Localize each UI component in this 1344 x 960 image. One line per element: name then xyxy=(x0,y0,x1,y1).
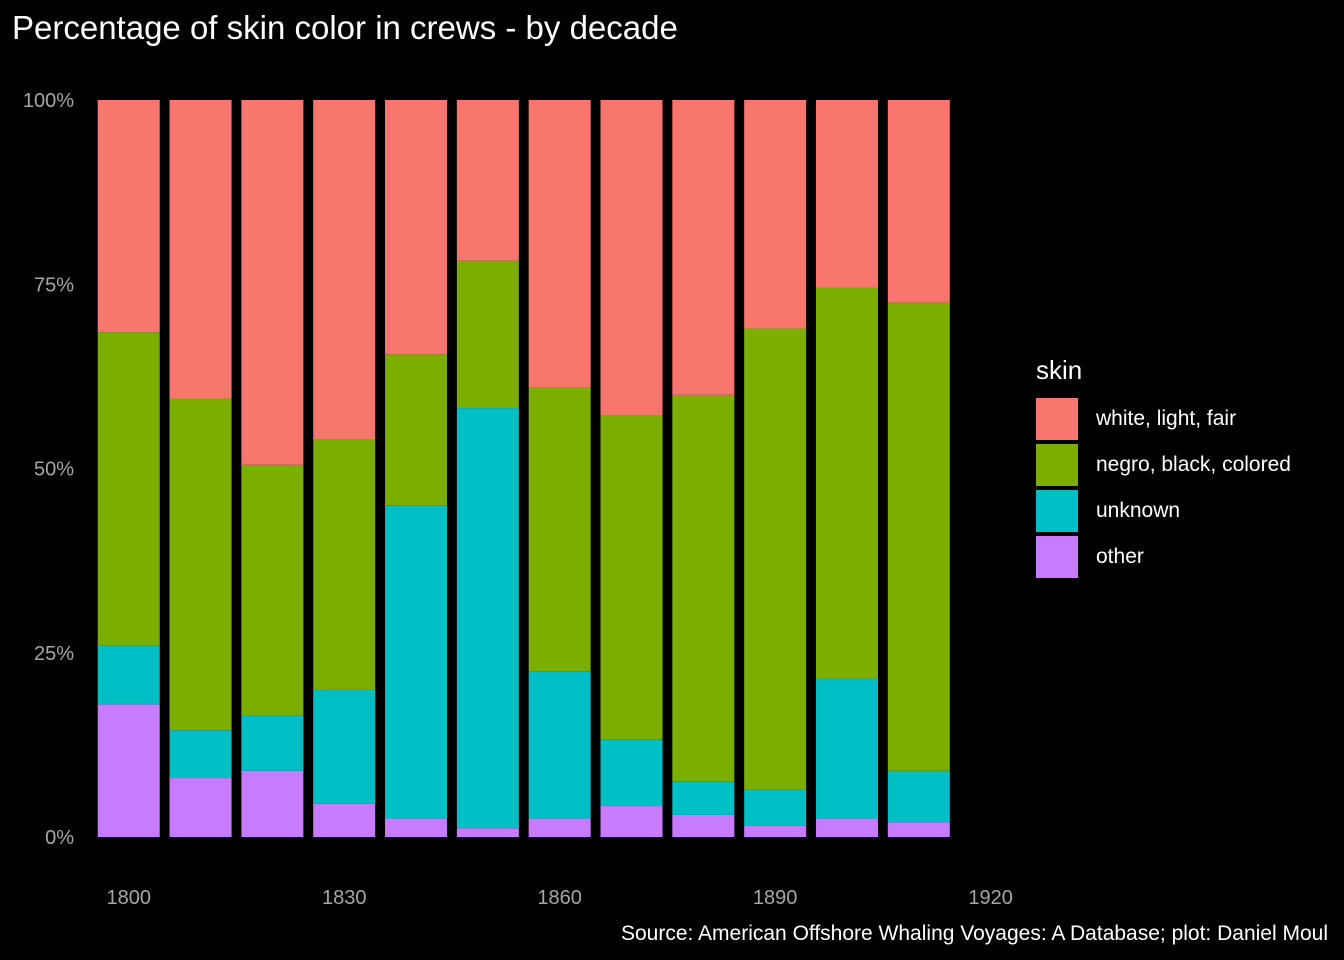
bar-segment-1810-white xyxy=(169,100,232,399)
x-tick-label: 1860 xyxy=(537,887,582,909)
bar-segment-1820-negro xyxy=(241,464,304,716)
bar-segment-1840-negro xyxy=(385,354,448,506)
y-tick-label: 25% xyxy=(34,643,74,665)
bar-segment-1870-white xyxy=(600,100,663,416)
bar-segment-1890-white xyxy=(744,100,807,329)
bar-segment-1840-unknown xyxy=(385,505,448,819)
bar-segment-1830-unknown xyxy=(313,689,376,804)
bar-segment-1820-white xyxy=(241,100,304,465)
legend-item-other: other xyxy=(1036,534,1291,580)
bar-segment-1880-other xyxy=(672,814,735,837)
bar-segment-1810-negro xyxy=(169,398,232,731)
bar-segment-1800-unknown xyxy=(97,645,160,705)
bar-segment-1870-unknown xyxy=(600,739,663,807)
x-tick-label: 1920 xyxy=(968,887,1013,909)
bar-segment-1880-unknown xyxy=(672,781,735,815)
y-tick-label: 50% xyxy=(34,459,74,481)
legend-swatch-other xyxy=(1036,536,1078,578)
bar-segment-1900-negro xyxy=(815,287,878,679)
bar-segment-1840-white xyxy=(385,100,448,355)
bar-segment-1800-negro xyxy=(97,332,160,646)
bar-segment-1890-negro xyxy=(744,328,807,790)
x-tick-label: 1800 xyxy=(106,887,151,909)
bar-segment-1850-unknown xyxy=(456,408,519,829)
bar-segment-1830-white xyxy=(313,100,376,440)
bar-segment-1850-white xyxy=(456,100,519,261)
bar-segment-1880-negro xyxy=(672,394,735,782)
y-tick-label: 100% xyxy=(23,90,74,112)
bar-segment-1850-other xyxy=(456,828,519,837)
bar-segment-1910-unknown xyxy=(887,770,950,823)
legend-item-white: white, light, fair xyxy=(1036,396,1291,442)
legend-swatch-white xyxy=(1036,398,1078,440)
bar-segment-1810-unknown xyxy=(169,730,232,779)
bar-segment-1900-unknown xyxy=(815,678,878,819)
legend-swatch-negro xyxy=(1036,444,1078,486)
legend-label: unknown xyxy=(1096,499,1181,522)
y-tick-label: 0% xyxy=(45,827,74,849)
legend: skin white, light, fair negro, black, co… xyxy=(1036,352,1291,580)
legend-title: skin xyxy=(1036,355,1083,385)
legend-swatch-unknown xyxy=(1036,490,1078,532)
bar-segment-1910-negro xyxy=(887,302,950,771)
x-tick-label: 1830 xyxy=(322,887,367,909)
bar-segment-1910-white xyxy=(887,100,950,303)
bar-segment-1810-other xyxy=(169,778,232,837)
source-caption: Source: American Offshore Whaling Voyage… xyxy=(620,922,1328,945)
bar-segment-1840-other xyxy=(385,818,448,837)
bar-segment-1860-unknown xyxy=(528,671,591,819)
bar-segment-1850-negro xyxy=(456,260,519,409)
bar-segment-1900-white xyxy=(815,100,878,288)
bar-segment-1910-other xyxy=(887,822,950,837)
bar-segment-1890-other xyxy=(744,825,807,837)
chart-title: Percentage of skin color in crews - by d… xyxy=(12,9,678,46)
legend-item-negro: negro, black, colored xyxy=(1036,442,1291,488)
bar-segment-1880-white xyxy=(672,100,735,395)
bar-segment-1830-negro xyxy=(313,439,376,690)
bar-segment-1820-unknown xyxy=(241,715,304,771)
bar-segment-1820-other xyxy=(241,770,304,837)
bar-segment-1800-white xyxy=(97,100,160,333)
bar-segment-1870-negro xyxy=(600,415,663,740)
bar-segment-1830-other xyxy=(313,803,376,837)
legend-label: other xyxy=(1096,545,1144,568)
bar-segment-1860-white xyxy=(528,100,591,388)
bar-segment-1860-other xyxy=(528,818,591,837)
legend-label: white, light, fair xyxy=(1096,407,1237,430)
bar-segment-1900-other xyxy=(815,818,878,837)
bar-segment-1870-other xyxy=(600,806,663,837)
y-tick-label: 75% xyxy=(34,274,74,296)
x-tick-label: 1890 xyxy=(753,887,798,909)
legend-label: negro, black, colored xyxy=(1096,453,1291,476)
bar-segment-1890-unknown xyxy=(744,789,807,826)
legend-item-unknown: unknown xyxy=(1036,488,1291,534)
bar-segment-1860-negro xyxy=(528,387,591,672)
bar-segment-1800-other xyxy=(97,704,160,837)
